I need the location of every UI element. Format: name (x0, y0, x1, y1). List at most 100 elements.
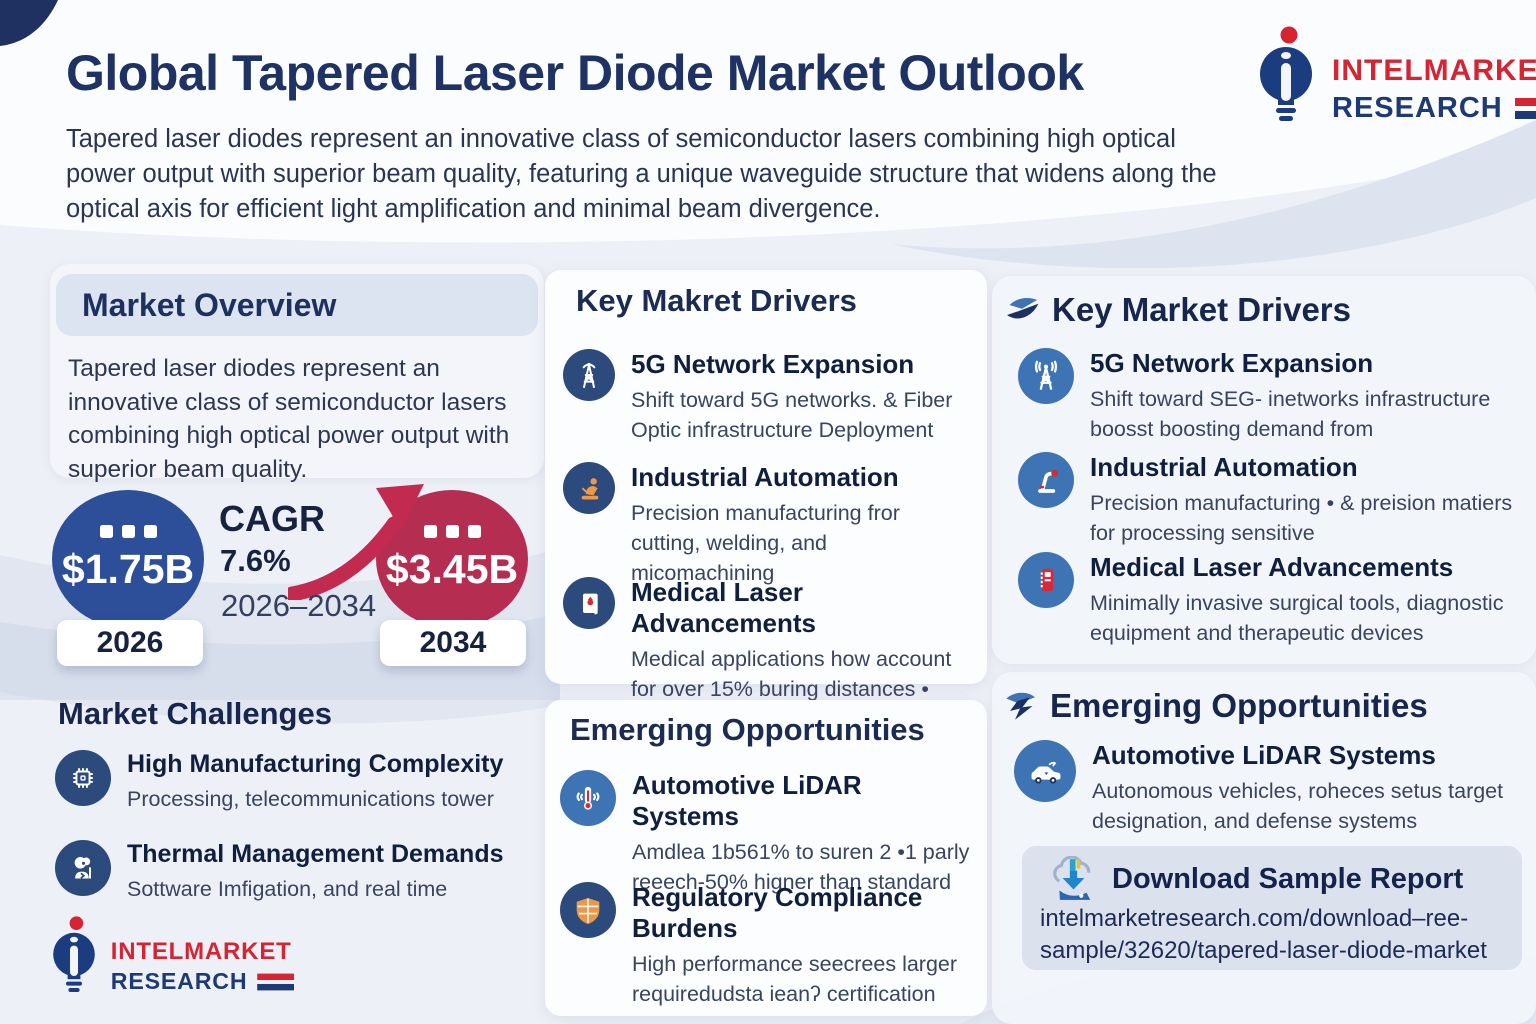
cloud-person-icon (55, 840, 111, 896)
year-pill-start: 2026 (57, 620, 203, 666)
page-title: Global Tapered Laser Diode Market Outloo… (66, 45, 1084, 101)
emerging-mid-heading: Emerging Opportunities (570, 712, 925, 747)
flag-stripes-icon (1514, 98, 1536, 119)
market-value-end: $3.45B (385, 546, 519, 592)
key-drivers-right-heading: Key Market Drivers (1052, 291, 1351, 328)
page-subtitle: Tapered laser diodes represent an innova… (66, 125, 1217, 224)
opportunity-item-title: Automotive LiDAR Systems (1092, 740, 1436, 770)
market-value-bubble-2026: $1.75B (52, 490, 204, 628)
challenge-item-desc: Processing, telecommunications tower (127, 787, 494, 811)
welding-icon (563, 462, 615, 514)
driver-item-title: Medical Laser Advancements (631, 577, 816, 638)
driver-item-desc: Precision manufacturing • & preision mat… (1090, 491, 1513, 546)
download-icon (1053, 856, 1091, 900)
opportunity-item-title: Automotive LiDAR Systems (632, 770, 862, 831)
market-challenges-heading: Market Challenges (58, 696, 332, 731)
driver-item-industrial: Industrial Automation Precision manufact… (563, 462, 973, 588)
driver-item-desc: Shift toward SEG- inetworks infrastructu… (1090, 387, 1491, 442)
driver-item-title: 5G Network Expansion (631, 349, 915, 379)
driver-item-medical: Medical Laser Advancements Minimally inv… (1018, 552, 1524, 648)
antenna-icon (1018, 348, 1074, 404)
medical-device-icon (1018, 552, 1074, 608)
market-overview-heading: Market Overview (82, 286, 337, 323)
brand-name-line2: RESEARCH (1332, 92, 1503, 124)
opportunity-item-title: Regulatory Compliance Burdens (632, 882, 923, 943)
market-overview-header-pill: Market Overview (56, 274, 538, 336)
year-pill-end: 2034 (380, 620, 526, 666)
emerging-right-heading: Emerging Opportunities (1050, 687, 1428, 724)
driver-item-medical: Medical Laser Advancements Medical appli… (563, 577, 973, 704)
stripe-red (1514, 98, 1536, 106)
download-sample-box[interactable] (1022, 846, 1522, 970)
stripe-red (257, 973, 294, 980)
driver-item-desc: Medical applications how account for ove… (631, 647, 952, 702)
opportunity-item-text: Automotive LiDAR Systems Autonomous vehi… (1092, 740, 1528, 836)
challenge-item-desc: Sottware Imfigation, and real time (127, 877, 448, 901)
driver-item-text: 5G Network Expansion Shift toward 5G net… (631, 349, 973, 445)
challenge-item-title: High Manufacturing Complexity (127, 750, 504, 778)
opportunity-item-text: Automotive LiDAR Systems Amdlea 1b561% t… (632, 770, 974, 897)
driver-item-5g: 5G Network Expansion Shift toward SEG- i… (1018, 348, 1524, 444)
driver-item-desc: Minimally invasive surgical tools, diagn… (1090, 591, 1504, 646)
driver-item-text: 5G Network Expansion Shift toward SEG- i… (1090, 348, 1524, 444)
stripe-navy (257, 984, 294, 991)
driver-item-desc: Shift toward 5G networks. & Fiber Optic … (631, 388, 953, 443)
brand-name-line1: INTELMARKET (110, 938, 292, 965)
dot (143, 525, 157, 538)
driver-item-title: Industrial Automation (1090, 452, 1358, 482)
challenge-item-text: High Manufacturing Complexity Processing… (127, 750, 503, 814)
driver-item-text: Industrial Automation Precision manufact… (1090, 452, 1524, 548)
download-url[interactable]: intelmarketresearch.com/download–ree- sa… (1040, 903, 1514, 968)
stripe-navy (1514, 111, 1536, 119)
driver-item-title: Industrial Automation (631, 462, 899, 492)
dot (467, 525, 481, 538)
swoosh-icon (1007, 297, 1039, 319)
driver-item-industrial: Industrial Automation Precision manufact… (1018, 452, 1524, 548)
robot-arm-icon (1018, 452, 1074, 508)
key-drivers-mid-heading: Key Makret Drivers (576, 283, 857, 318)
cagr-value: 7.6% (220, 543, 291, 578)
shield-icon (560, 882, 616, 938)
challenge-item-manufacturing: High Manufacturing Complexity Processing… (55, 750, 537, 814)
key-drivers-card (545, 270, 987, 684)
market-overview-body: Tapered laser diodes represent an innova… (68, 355, 510, 483)
thermometer-icon (560, 770, 616, 826)
brand-name-line2: RESEARCH (110, 968, 248, 995)
driver-item-title: 5G Network Expansion (1090, 348, 1374, 378)
ellipsis-dots-icon (423, 525, 481, 538)
opportunity-item-lidar: Automotive LiDAR Systems Amdlea 1b561% t… (560, 770, 974, 897)
opportunity-item-text: Regulatory Compliance Burdens High perfo… (632, 882, 974, 1009)
emerging-opportunities-card (545, 700, 987, 1016)
lightbulb-logo-icon (1260, 26, 1312, 121)
brand-text: INTELMARKET RESEARCH (111, 938, 294, 995)
driver-item-text: Medical Laser Advancements Minimally inv… (1090, 552, 1524, 648)
cagr-label: CAGR (219, 498, 325, 539)
download-header: Download Sample Report (1048, 856, 1463, 902)
market-value-start: $1.75B (61, 546, 195, 592)
chip-icon (55, 750, 111, 806)
download-heading: Download Sample Report (1112, 862, 1464, 895)
ellipsis-dots-icon (99, 525, 157, 538)
cagr-period: 2026–2034 (221, 588, 377, 623)
dot (99, 525, 113, 538)
brand-logo-bottom: INTELMARKET RESEARCH (50, 916, 294, 996)
driver-item-text: Industrial Automation Precision manufact… (631, 462, 973, 588)
dot (423, 525, 437, 538)
emerging-right-header: Emerging Opportunities (1000, 686, 1428, 726)
key-drivers-right-panel (992, 276, 1536, 664)
medical-doc-icon (563, 577, 615, 629)
opportunity-item-lidar: Automotive LiDAR Systems Autonomous vehi… (1014, 740, 1528, 836)
dot (121, 525, 135, 538)
flag-stripes-icon (257, 973, 294, 991)
download-url-line2[interactable]: sample/32620/tapered-laser-diode-market (1040, 937, 1487, 965)
opportunity-item-regulatory: Regulatory Compliance Burdens High perfo… (560, 882, 974, 1009)
lightbulb-logo-icon (53, 916, 95, 992)
brand-logo-top: INTELMARKET RESEARCH (1256, 26, 1536, 126)
opportunity-item-desc: Autonomous vehicles, roheces setus targe… (1092, 779, 1504, 834)
opportunity-item-desc: High performance seecrees larger require… (632, 952, 958, 1007)
opportunity-item-desc: Amdlea 1b561% to suren 2 •1 parly reeech… (632, 840, 970, 895)
challenge-item-text: Thermal Management Demands Sottware Imfi… (127, 840, 504, 904)
download-url-line1[interactable]: intelmarketresearch.com/download–ree- (1040, 905, 1469, 932)
key-drivers-right-header: Key Market Drivers (1002, 290, 1351, 330)
tower-icon (563, 349, 615, 401)
